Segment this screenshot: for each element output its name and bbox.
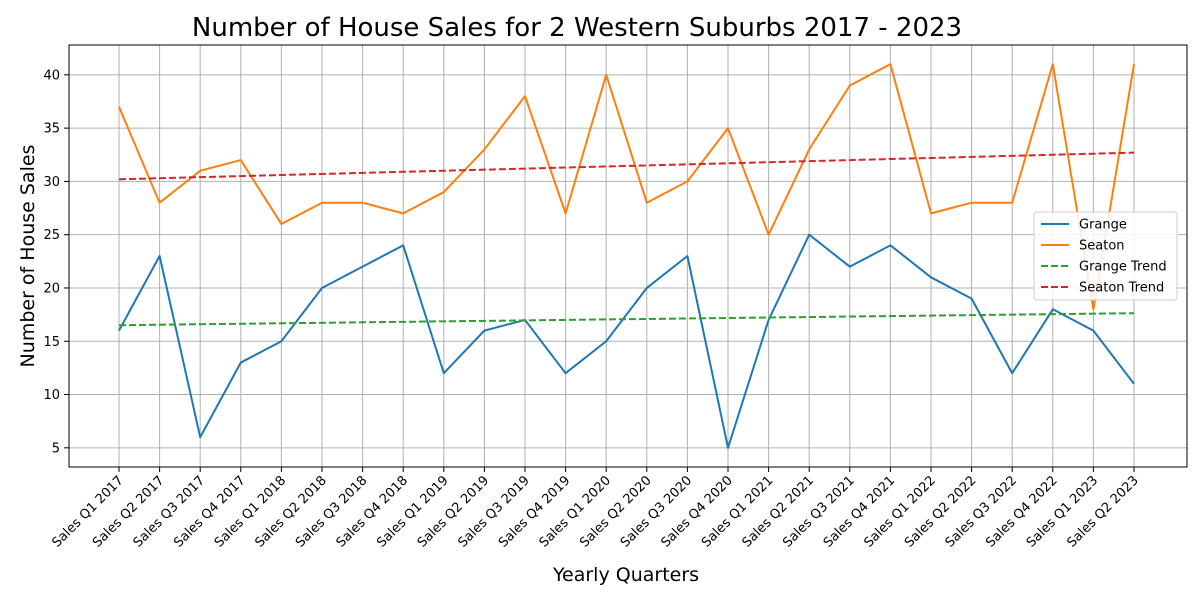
grid-lines xyxy=(69,45,1187,467)
x-axis-label: Yearly Quarters xyxy=(552,564,699,586)
legend-box xyxy=(1033,211,1178,301)
y-tick-label: 15 xyxy=(43,335,60,350)
series-line-seaton-trend xyxy=(118,151,1135,181)
y-tick-label: 20 xyxy=(43,281,60,296)
plot-frame xyxy=(68,44,1188,468)
y-tick-label: 5 xyxy=(52,441,60,456)
legend-label: Seaton Trend xyxy=(1079,281,1164,296)
legend-label: Seaton xyxy=(1079,239,1125,254)
legend-label: Grange xyxy=(1079,218,1127,233)
series-line-grange-trend xyxy=(118,312,1135,327)
y-tick-label: 40 xyxy=(43,68,60,83)
series-lines xyxy=(118,63,1135,449)
chart-title: Number of House Sales for 2 Western Subu… xyxy=(192,13,962,43)
legend: Grange Seaton Grange Trend Seaton Trend xyxy=(1033,211,1178,301)
y-tick-label: 30 xyxy=(43,175,60,190)
series-line-grange xyxy=(118,233,1135,449)
y-tick-label: 10 xyxy=(43,388,60,403)
legend-label: Grange Trend xyxy=(1079,260,1167,275)
y-axis-label: Number of House Sales xyxy=(17,145,39,368)
y-tick-label: 25 xyxy=(43,228,60,243)
series-line-seaton xyxy=(118,63,1135,311)
y-tick-label: 35 xyxy=(43,122,60,137)
